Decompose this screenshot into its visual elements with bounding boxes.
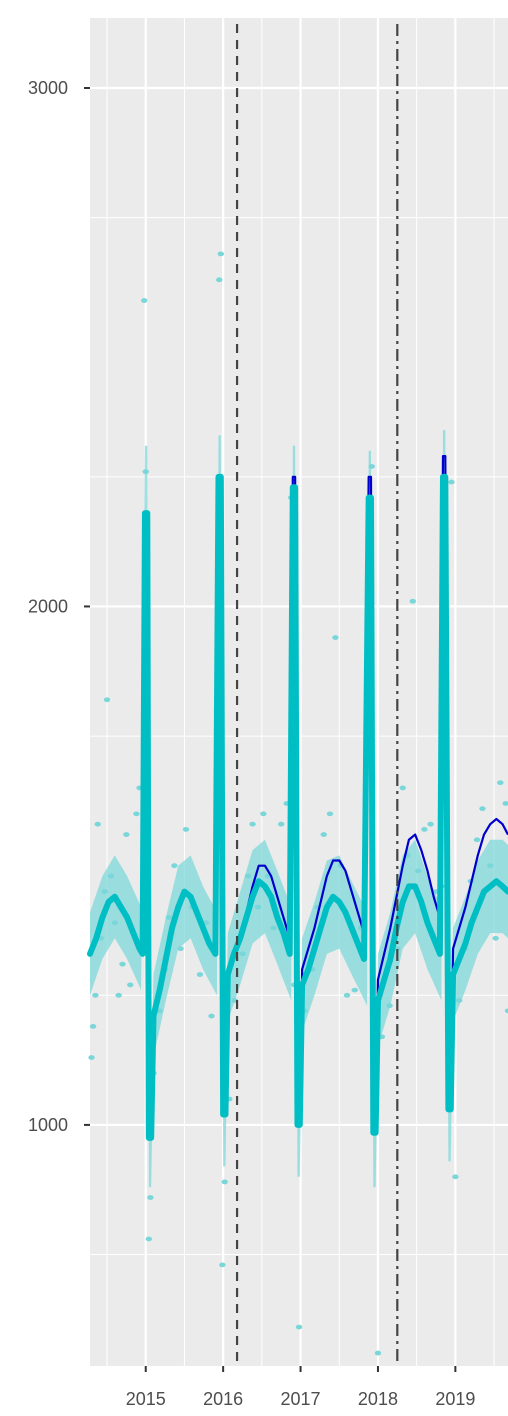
- observed-point: [103, 697, 111, 703]
- observed-point: [409, 598, 416, 604]
- intervention-lines: [235, 24, 399, 1366]
- observed-point: [119, 961, 126, 967]
- observed-point: [88, 1055, 95, 1060]
- observed-point: [208, 1013, 215, 1019]
- observed-point: [217, 251, 225, 257]
- observed-point: [216, 277, 223, 283]
- observed-point: [386, 1003, 393, 1009]
- observed-point: [94, 821, 101, 827]
- observed-point: [147, 1195, 154, 1200]
- observed-point: [92, 992, 99, 998]
- x-tick-label-2017: 2017: [281, 1389, 321, 1409]
- observed-point: [177, 946, 184, 952]
- observed-point: [123, 832, 130, 837]
- observed-point: [89, 1024, 97, 1029]
- observed-point: [452, 1174, 459, 1180]
- observed-point: [320, 832, 327, 837]
- observed-point: [492, 935, 499, 941]
- observed-point: [115, 992, 122, 998]
- x-axis: 2015 2016 2017 2018 2019: [126, 1389, 476, 1409]
- observed-point: [427, 821, 434, 827]
- observed-point: [133, 811, 140, 817]
- observed-point: [374, 1350, 382, 1356]
- observed-point: [196, 972, 204, 977]
- y-axis: 3000 2000 1000: [28, 78, 68, 1135]
- y-tick-label-3000: 3000: [28, 78, 68, 98]
- observed-point: [249, 821, 256, 827]
- observed-point: [473, 837, 481, 843]
- observed-point: [486, 863, 494, 869]
- x-tick-label-2019: 2019: [435, 1389, 475, 1409]
- observed-point: [221, 1179, 228, 1185]
- observed-point: [254, 904, 262, 910]
- observed-point: [351, 987, 358, 993]
- observed-point: [260, 811, 267, 817]
- observed-point: [421, 826, 428, 832]
- observed-point: [448, 479, 455, 485]
- x-tick-label-2018: 2018: [358, 1389, 398, 1409]
- observed-point: [142, 469, 149, 475]
- observed-point: [107, 873, 115, 879]
- observed-point: [504, 1008, 508, 1014]
- observed-point: [415, 868, 422, 874]
- observed-point: [394, 946, 401, 952]
- observed-point: [399, 785, 406, 791]
- observed-point: [295, 1324, 303, 1330]
- observed-point: [368, 464, 375, 469]
- observed-point: [165, 915, 173, 920]
- y-tick-label-1000: 1000: [28, 1115, 68, 1135]
- observed-point: [270, 925, 277, 931]
- x-tick-label-2016: 2016: [203, 1389, 243, 1409]
- observed-point: [497, 780, 504, 786]
- fitted-series: [87, 473, 508, 1141]
- observed-point: [127, 982, 134, 988]
- observed-point: [182, 826, 190, 832]
- observed-point: [171, 863, 178, 869]
- y-tick-label-2000: 2000: [28, 596, 68, 616]
- observed-point: [502, 801, 508, 806]
- observed-point: [479, 806, 486, 812]
- observed-point: [239, 951, 246, 957]
- observed-point: [456, 998, 463, 1003]
- observed-point: [219, 1262, 226, 1268]
- observed-point: [244, 873, 252, 879]
- observed-point: [343, 992, 351, 998]
- x-tick-label-2015: 2015: [126, 1389, 166, 1409]
- observed-point: [277, 821, 285, 827]
- fitted-line: [87, 473, 508, 1141]
- observed-point: [111, 920, 118, 926]
- observed-point: [101, 889, 108, 895]
- observed-point: [145, 1236, 153, 1242]
- observed-point: [140, 298, 148, 303]
- observed-point: [332, 635, 339, 640]
- observed-point: [326, 811, 334, 817]
